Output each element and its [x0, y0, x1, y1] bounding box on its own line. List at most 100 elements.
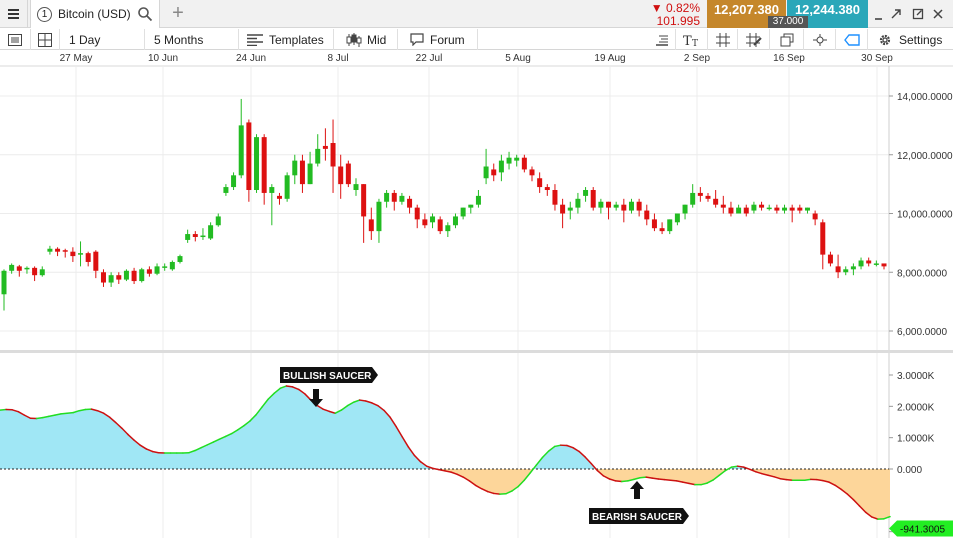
oscillator-line-segment — [761, 472, 769, 477]
candlestick-series — [1, 98, 887, 311]
oscillator-line-segment — [633, 477, 641, 481]
candle-body — [185, 234, 191, 240]
candle-body — [575, 198, 581, 208]
candle-body — [338, 166, 344, 185]
settings-button[interactable]: Settings — [868, 29, 953, 50]
candle-body — [315, 148, 321, 164]
candle-body — [361, 184, 367, 217]
candle-body — [154, 266, 160, 274]
main-menu-button[interactable] — [0, 0, 28, 28]
grid-button[interactable] — [708, 29, 738, 50]
list-view-button[interactable] — [648, 29, 676, 50]
oscillator-tick-label: 3.0000K — [897, 371, 935, 382]
maximize-icon[interactable] — [908, 4, 928, 24]
oscillator-line-segment — [493, 492, 501, 495]
candle-body — [192, 234, 198, 237]
candle-body — [613, 204, 619, 208]
candle-body — [873, 263, 879, 265]
oscillator-line-segment — [596, 469, 605, 477]
oscillator-line-segment — [553, 444, 562, 448]
windows-button[interactable] — [770, 29, 804, 50]
bullish-saucer-label: BULLISH SAUCER — [283, 371, 372, 382]
price-type-selector[interactable]: Mid — [334, 29, 398, 50]
popout-icon[interactable] — [886, 4, 906, 24]
oscillator-line-segment — [383, 409, 391, 419]
oscillator-line-segment — [188, 449, 196, 454]
price-change: ▼ 0.82% 101.995 — [646, 0, 706, 28]
tab-bitcoin[interactable]: 1 Bitcoin (USD) — [30, 0, 160, 28]
list-button[interactable] — [0, 29, 31, 50]
oscillator-line-segment — [529, 464, 538, 474]
candle-body — [667, 219, 673, 232]
oscillator-line-segment — [755, 471, 763, 475]
oscillator-line-segment — [663, 478, 672, 482]
close-icon[interactable] — [928, 4, 948, 24]
candle-body — [430, 216, 436, 223]
oscillator-line-segment — [517, 479, 525, 488]
price-tag-button[interactable] — [836, 29, 868, 50]
candle-body — [78, 253, 84, 255]
oscillator-line-segment — [675, 480, 684, 483]
candle-body — [697, 192, 703, 196]
forum-label: Forum — [430, 32, 465, 47]
candle-body — [651, 219, 657, 229]
oscillator-line-segment — [822, 479, 830, 483]
oscillator-line-segment — [883, 515, 891, 520]
candle-body — [759, 204, 765, 208]
interval-selector[interactable]: 1 Day — [60, 29, 145, 50]
candle-body — [437, 219, 443, 232]
date-tick-label: 22 Jul — [416, 53, 443, 64]
up-arrow-icon — [630, 481, 644, 499]
candle-body — [659, 228, 665, 232]
oscillator-negative-area — [748, 469, 890, 520]
candle-body — [292, 160, 298, 176]
candle-body — [483, 166, 489, 179]
sell-price-button[interactable]: 12,207.380 — [707, 0, 786, 28]
oscillator-line-segment — [249, 414, 257, 422]
oscillator-line-segment — [377, 404, 385, 412]
oscillator-line-segment — [450, 471, 458, 476]
oscillator-line-segment — [462, 476, 471, 482]
grid-icon — [715, 32, 730, 47]
crosshair-button[interactable] — [804, 29, 836, 50]
candle-body — [544, 187, 550, 190]
oscillator-line-segment — [578, 450, 586, 458]
candle-body — [445, 225, 451, 232]
candle-body — [269, 187, 275, 193]
oscillator-line-segment — [115, 421, 123, 430]
templates-button[interactable]: Templates — [239, 29, 334, 50]
oscillator-line-segment — [572, 446, 580, 453]
candle-body — [208, 225, 214, 239]
oscillator-line-segment — [236, 425, 245, 431]
oscillator-line-segment — [645, 476, 654, 479]
chat-bubble-icon — [410, 33, 424, 46]
date-tick-label: 5 Aug — [505, 53, 531, 64]
oscillator-line-segment — [206, 441, 215, 446]
candlestick-icon — [346, 32, 362, 47]
layout-button[interactable] — [31, 29, 60, 50]
candle-body — [475, 195, 481, 205]
oscillator-line-segment — [413, 454, 422, 463]
oscillator-line-segment — [468, 480, 477, 487]
candle-body — [276, 195, 282, 199]
oscillator-line-segment — [535, 456, 544, 466]
candle-body — [452, 216, 458, 226]
plus-icon[interactable]: + — [172, 2, 184, 24]
oscillator-line-segment — [78, 408, 87, 412]
layout-icon — [38, 32, 52, 47]
oscillator-line-segment — [511, 485, 519, 492]
forum-button[interactable]: Forum — [398, 29, 478, 50]
search-icon[interactable] — [137, 6, 153, 22]
price-chart[interactable]: 27 May 10 Jun 24 Jun 8 Jul 22 Jul 5 Aug 19 Aug… — [0, 50, 953, 538]
draw-tool-button[interactable] — [738, 29, 770, 50]
draw-icon — [745, 32, 762, 47]
candle-body — [835, 266, 841, 273]
range-selector[interactable]: 5 Months — [145, 29, 239, 50]
oscillator-line-segment — [779, 477, 788, 481]
minimize-icon[interactable] — [870, 4, 890, 24]
oscillator-line-segment — [90, 408, 99, 412]
candle-body — [713, 198, 719, 205]
candle-body — [827, 254, 833, 264]
candle-body — [644, 210, 650, 220]
